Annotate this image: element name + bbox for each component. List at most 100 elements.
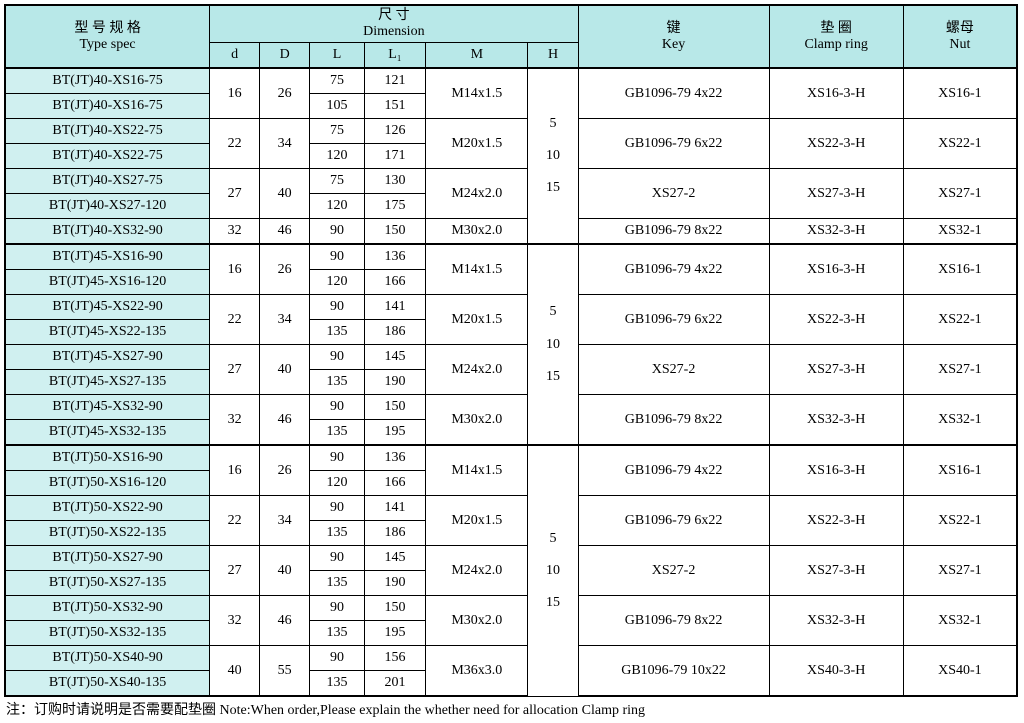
cell-clamp: XS27-3-H [769,546,903,596]
cell-L1: 190 [364,571,425,596]
cell-L1: 166 [364,471,425,496]
cell-clamp: XS32-3-H [769,596,903,646]
cell-d: 32 [210,219,260,245]
table-row: BT(JT)50-XS22-90 22 34 90 141 M20x1.5 GB… [5,496,1017,521]
cell-L1: 201 [364,671,425,697]
cell-L: 90 [310,596,365,621]
table-row: BT(JT)40-XS32-90 32 46 90 150 M30x2.0 GB… [5,219,1017,245]
cell-D: 40 [260,546,310,596]
cell-nut: XS22-1 [903,496,1017,546]
cell-D: 26 [260,445,310,496]
cell-spec: BT(JT)50-XS32-90 [5,596,210,621]
cell-clamp: XS16-3-H [769,445,903,496]
hdr-H: H [528,43,578,69]
cell-spec: BT(JT)45-XS32-90 [5,395,210,420]
cell-d: 22 [210,119,260,169]
cell-D: 26 [260,68,310,119]
cell-key: GB1096-79 6x22 [578,119,769,169]
table-row: BT(JT)45-XS32-90 32 46 90 150 M30x2.0 GB… [5,395,1017,420]
hdr-key: 键Key [578,5,769,68]
cell-L: 120 [310,471,365,496]
cell-spec: BT(JT)50-XS40-135 [5,671,210,697]
cell-L1: 136 [364,244,425,270]
cell-clamp: XS27-3-H [769,345,903,395]
cell-spec: BT(JT)40-XS22-75 [5,144,210,169]
table-row: BT(JT)50-XS40-90 40 55 90 156 M36x3.0 GB… [5,646,1017,671]
cell-L1: 136 [364,445,425,471]
cell-nut: XS16-1 [903,445,1017,496]
cell-spec: BT(JT)40-XS16-75 [5,68,210,94]
cell-M: M30x2.0 [426,395,528,446]
cell-spec: BT(JT)45-XS22-90 [5,295,210,320]
cell-spec: BT(JT)40-XS32-90 [5,219,210,245]
cell-L1: 175 [364,194,425,219]
cell-L1: 195 [364,420,425,446]
cell-d: 27 [210,169,260,219]
cell-D: 34 [260,295,310,345]
cell-spec: BT(JT)40-XS27-120 [5,194,210,219]
cell-spec: BT(JT)50-XS16-120 [5,471,210,496]
cell-key: GB1096-79 4x22 [578,68,769,119]
cell-D: 46 [260,219,310,245]
hdr-dimension: 尺 寸Dimension [210,5,578,43]
cell-L1: 126 [364,119,425,144]
cell-L: 90 [310,646,365,671]
table-row: BT(JT)40-XS22-75 22 34 75 126 M20x1.5 GB… [5,119,1017,144]
cell-L1: 130 [364,169,425,194]
cell-d: 32 [210,596,260,646]
cell-d: 16 [210,445,260,496]
cell-L: 135 [310,320,365,345]
cell-L: 135 [310,370,365,395]
cell-L1: 121 [364,68,425,94]
cell-L: 90 [310,445,365,471]
cell-d: 27 [210,345,260,395]
cell-M: M20x1.5 [426,119,528,169]
cell-nut: XS22-1 [903,119,1017,169]
cell-L1: 195 [364,621,425,646]
cell-d: 32 [210,395,260,446]
hdr-D2: D [260,43,310,69]
cell-key: XS27-2 [578,546,769,596]
hdr-nut: 螺母Nut [903,5,1017,68]
cell-spec: BT(JT)45-XS27-135 [5,370,210,395]
cell-spec: BT(JT)45-XS16-90 [5,244,210,270]
cell-L1: 186 [364,320,425,345]
cell-L1: 171 [364,144,425,169]
cell-spec: BT(JT)50-XS16-90 [5,445,210,471]
cell-d: 22 [210,295,260,345]
cell-M: M14x1.5 [426,445,528,496]
cell-spec: BT(JT)50-XS27-135 [5,571,210,596]
cell-L: 135 [310,671,365,697]
table-row: BT(JT)50-XS27-90 27 40 90 145 M24x2.0 XS… [5,546,1017,571]
cell-clamp: XS40-3-H [769,646,903,697]
cell-L: 135 [310,420,365,446]
cell-L1: 150 [364,219,425,245]
cell-nut: XS16-1 [903,244,1017,295]
cell-M: M24x2.0 [426,345,528,395]
cell-L1: 166 [364,270,425,295]
cell-L: 75 [310,169,365,194]
cell-clamp: XS16-3-H [769,244,903,295]
cell-L: 120 [310,144,365,169]
cell-spec: BT(JT)50-XS22-90 [5,496,210,521]
cell-L: 90 [310,295,365,320]
cell-M: M20x1.5 [426,295,528,345]
cell-L1: 145 [364,546,425,571]
cell-L1: 186 [364,521,425,546]
cell-L1: 190 [364,370,425,395]
table-row: BT(JT)50-XS16-90 16 26 90 136 M14x1.5 51… [5,445,1017,471]
cell-key: GB1096-79 10x22 [578,646,769,697]
cell-L1: 151 [364,94,425,119]
hdr-d: d [210,43,260,69]
cell-spec: BT(JT)45-XS16-120 [5,270,210,295]
cell-key: XS27-2 [578,169,769,219]
cell-M: M14x1.5 [426,244,528,295]
cell-key: GB1096-79 6x22 [578,295,769,345]
cell-clamp: XS16-3-H [769,68,903,119]
cell-nut: XS32-1 [903,596,1017,646]
cell-nut: XS27-1 [903,345,1017,395]
cell-D: 55 [260,646,310,697]
table-row: BT(JT)45-XS22-90 22 34 90 141 M20x1.5 GB… [5,295,1017,320]
cell-clamp: XS32-3-H [769,395,903,446]
cell-L1: 150 [364,596,425,621]
